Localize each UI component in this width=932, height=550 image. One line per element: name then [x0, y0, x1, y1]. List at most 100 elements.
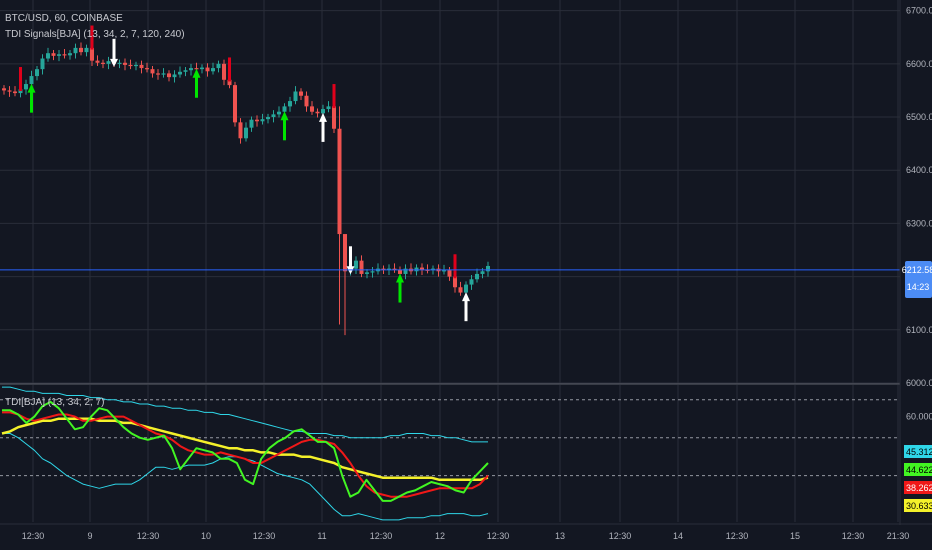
candle-body — [337, 128, 342, 235]
signal-arrow-shaft — [195, 73, 198, 98]
signal-arrow-head — [280, 111, 289, 121]
candle-body — [354, 260, 358, 269]
candle-body — [57, 54, 61, 56]
time-axis-label: 12:30 — [842, 531, 865, 541]
candle-body — [29, 76, 34, 85]
current-price-tag: 6212.58 14:23 — [902, 261, 932, 298]
candle-body — [222, 63, 226, 80]
candle-body — [453, 276, 457, 288]
tdi-axis[interactable]: 60.0000 45.3128 44.6226 38.2624 30.6330 — [904, 412, 932, 512]
candle-body — [238, 122, 243, 139]
tdi-indicator-legend[interactable]: TDI[BJA] (13, 34, 2, 7) — [5, 397, 104, 408]
candle-body — [73, 47, 78, 54]
time-axis[interactable]: 12:30 9 12:30 10 12:30 11 12:30 12 12:30 13 12:30 1… — [22, 531, 910, 541]
time-axis-label: 12:30 — [726, 531, 749, 541]
candle-body — [271, 114, 276, 118]
signal-arrow-shaft — [112, 38, 116, 63]
candle-body — [321, 109, 325, 114]
time-axis-label: 11 — [317, 531, 326, 541]
time-axis-label: 12:30 — [370, 531, 393, 541]
candle-body — [68, 53, 72, 56]
candle-body — [2, 88, 6, 91]
candle-body — [310, 106, 314, 112]
tdi-value-tag — [904, 463, 932, 476]
candle-body — [464, 284, 468, 293]
time-axis-label: 10 — [201, 531, 211, 541]
tdi-market-base-line — [1, 417, 489, 482]
candle-body — [288, 101, 292, 107]
signal-arrow-shaft — [464, 297, 468, 322]
signal-arrow-shaft — [321, 117, 325, 142]
candlestick-series — [2, 42, 490, 336]
candle-body — [123, 62, 127, 65]
signal-arrow-head — [27, 83, 36, 93]
symbol-legend[interactable]: BTC/USD, 60, COINBASE — [5, 13, 123, 24]
time-axis-label: 12:30 — [487, 531, 510, 541]
price-axis-label: 6400.00 — [906, 165, 932, 175]
tdi-pane[interactable] — [1, 386, 489, 521]
candle-body — [365, 272, 369, 274]
signal-arrow-shaft — [349, 246, 352, 271]
tdi-value-tag-text: 38.2624 — [906, 483, 932, 493]
time-axis-label: 21:30 — [887, 531, 910, 541]
candle-body — [139, 64, 144, 69]
candle-body — [387, 268, 391, 270]
candle-body — [167, 73, 171, 78]
signal-arrow-head — [319, 112, 327, 122]
signal-arrow-head — [192, 68, 201, 78]
time-axis-label: 12 — [435, 531, 445, 541]
signal-arrow-shaft — [19, 67, 22, 92]
candle-body — [304, 95, 309, 107]
candle-body — [398, 269, 402, 274]
candle-body — [343, 234, 347, 272]
tdi-rsi-line — [2, 400, 489, 502]
candle-body — [277, 111, 281, 115]
candle-body — [244, 127, 248, 139]
signal-arrow-shaft — [30, 88, 33, 113]
time-axis-label: 14 — [673, 531, 683, 541]
candle-body — [172, 74, 177, 78]
tdi-upper-band — [2, 386, 488, 443]
signal-arrow-shaft — [332, 84, 336, 109]
candle-body — [95, 60, 100, 63]
candle-body — [392, 268, 397, 270]
signal-arrow-shaft — [228, 57, 231, 82]
candle-body — [161, 73, 166, 75]
candle-body — [24, 84, 28, 90]
candle-body — [370, 271, 375, 273]
candle-body — [216, 63, 221, 69]
signal-arrow-shaft — [453, 254, 457, 279]
time-axis-label: 15 — [790, 531, 800, 541]
candle-body — [260, 119, 265, 122]
price-tag-box — [905, 261, 932, 298]
time-axis-label: 12:30 — [22, 531, 45, 541]
signal-indicator-legend[interactable]: TDI Signals[BJA] (13, 34, 2, 7, 120, 240… — [5, 29, 185, 40]
candle-body — [101, 62, 105, 64]
candle-body — [315, 111, 320, 114]
signal-arrow-shaft — [283, 116, 286, 141]
signal-arrow-shaft — [90, 25, 94, 50]
candle-body — [183, 70, 188, 72]
candle-body — [200, 67, 204, 70]
candle-body — [227, 79, 232, 86]
signal-arrow-head — [462, 292, 470, 302]
candle-body — [84, 47, 89, 53]
signal-arrow-shaft — [398, 278, 402, 303]
tdi-value-tag-text: 30.6330 — [906, 501, 932, 511]
candle-body — [282, 106, 287, 112]
candle-body — [189, 68, 193, 71]
candle-body — [458, 287, 463, 293]
tdi-value-tag — [904, 445, 932, 458]
price-tag-value: 6212.58 — [902, 265, 932, 275]
candle-body — [117, 62, 122, 64]
tdi-value-tag-text: 44.6226 — [906, 465, 932, 475]
tdi-value-tag-text: 45.3128 — [906, 447, 932, 457]
candle-body — [249, 119, 254, 128]
candle-body — [178, 71, 182, 75]
candle-body — [205, 67, 210, 72]
price-pane[interactable] — [0, 25, 900, 336]
candle-body — [90, 47, 94, 61]
candle-body — [486, 265, 490, 272]
tdi-lines — [1, 386, 489, 521]
candle-body — [62, 54, 67, 56]
